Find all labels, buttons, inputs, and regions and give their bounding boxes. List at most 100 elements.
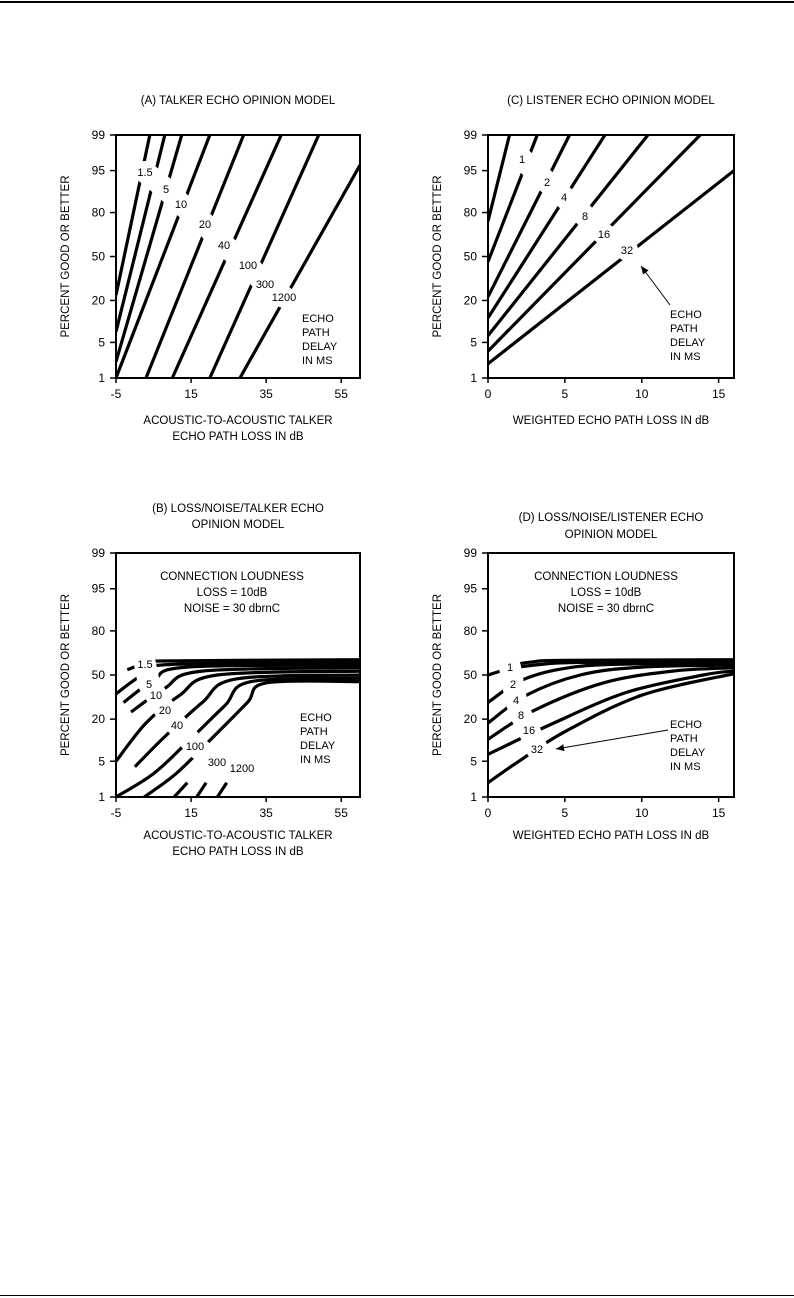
chart-c-ytick-label: 99 [464,128,478,142]
chart-a-curve-1200 [238,164,360,378]
chart-a-label-gap [134,161,295,308]
chart-c-ytick-label: 80 [464,206,478,220]
chart-b-curve-1200 [143,679,360,797]
chart-a-ytick-label: 80 [92,206,106,220]
chart-b-delay-label: 300 [208,757,226,769]
chart-c-annotation: ECHO [670,309,702,321]
chart-d-annotation: PATH [670,733,698,745]
chart-b-delay-label: 1.5 [137,659,152,671]
chart-c-delay-label: 1 [519,154,525,166]
chart-c-delay-label: 32 [621,245,633,257]
chart-d-xtick-label: 0 [485,806,492,820]
chart-a-ylabel: PERCENT GOOD OR BETTER [60,175,72,337]
chart-a-annotation: PATH [302,327,330,339]
chart-b-delay-label: 5 [146,679,152,691]
chart-d-delay-label: 1 [507,662,513,674]
chart-d-title-line2: OPINION MODEL [565,529,658,541]
chart-a-ytick-label: 99 [92,128,106,142]
chart-a-curve-10 [116,135,184,363]
chart-b-ytick-label: 50 [92,668,106,682]
chart-a-delay-label: 100 [239,260,257,272]
chart-d-annotation: IN MS [670,761,701,773]
chart-b-ytick-label: 99 [92,546,106,560]
chart-d-ytick-label: 5 [470,754,477,768]
chart-c-delay-label: 16 [598,229,610,241]
chart-b-curve-100 [133,673,360,768]
chart-c-delay-label: 4 [561,192,567,204]
chart-d-title: (D) LOSS/NOISE/LISTENER ECHO [519,512,704,524]
chart-a-ytick-label: 1 [98,371,105,385]
chart-a-curve-300 [208,135,321,378]
chart-b-ytick-label: 1 [98,790,105,804]
chart-c-curve-8 [488,135,607,319]
chart-a-annotation-bg [298,310,346,372]
chart-b-ytick-label: 5 [98,754,105,768]
chart-b: (B) LOSS/NOISE/TALKER ECHO OPINION MODEL 1… [60,503,361,858]
chart-c-label-gap [511,148,638,261]
chart-d-xlabel: WEIGHTED ECHO PATH LOSS IN dB [513,830,710,842]
chart-c-title: (C) LISTENER ECHO OPINION MODEL [507,95,715,107]
chart-d-xtick-label: 15 [712,806,726,820]
chart-c-annotation: DELAY [670,337,706,349]
chart-c-xtick-label: 5 [562,387,569,401]
chart-c-xtick-label: 15 [712,387,726,401]
chart-b-title-line2: OPINION MODEL [192,519,285,531]
chart-a-xtick-label: 35 [259,387,273,401]
chart-a-ytick-label: 95 [92,164,106,178]
chart-d-delay-label: 32 [531,744,543,756]
chart-c-ytick-label: 20 [464,293,478,307]
chart-b-delay-label: 20 [159,705,171,717]
bottom-rule [0,1295,794,1296]
chart-d-ytick-label: 20 [464,712,478,726]
chart-b-curve-5 [116,660,360,696]
chart-b-curve-a [173,781,189,797]
chart-c-ytick-label: 1 [470,371,477,385]
chart-b-ytick-label: 95 [92,582,106,596]
chart-a-delay-label: 40 [218,240,230,252]
chart-b-condition: NOISE = 30 dbrnC [184,603,280,615]
chart-c-curve-64 [488,169,734,366]
chart-a-delay-label: 1.5 [137,167,152,179]
chart-b-delay-label: 40 [171,720,183,732]
chart-a-ytick-label: 5 [98,335,105,349]
chart-a-delay-label: 1200 [272,292,296,304]
chart-a-annotation: ECHO [302,313,334,325]
chart-c-arrow-line [640,265,671,306]
chart-d-ytick-label: 99 [464,546,478,560]
chart-b-ylabel: PERCENT GOOD OR BETTER [60,594,72,756]
chart-b-label-gap [134,653,253,779]
chart-c-ytick-label: 5 [470,335,477,349]
chart-c-curve-16 [488,135,650,337]
chart-a-delay-label: 20 [199,219,211,231]
chart-c-ytick-label: 95 [464,164,478,178]
chart-c-annotation: IN MS [670,351,701,363]
chart-d-delay-label: 2 [510,679,516,691]
chart-a: (A) TALKER ECHO OPINION MODEL15205080959… [60,95,361,443]
chart-d-curve-64 [488,672,734,785]
chart-b-annotation-bg [296,709,344,771]
chart-d-ytick-label: 50 [464,668,478,682]
chart-c-annotation: PATH [670,323,698,335]
chart-b-xtick-label: 15 [184,806,198,820]
chart-b-title: (B) LOSS/NOISE/TALKER ECHO [152,503,324,515]
chart-b-xlabel: ACOUSTIC-TO-ACOUSTIC TALKER [143,830,332,842]
top-rule [0,1,794,3]
chart-a-xtick-label: 55 [335,387,349,401]
chart-a-title: (A) TALKER ECHO OPINION MODEL [141,95,336,107]
chart-b-annotation: PATH [300,726,328,738]
chart-b-delay-label: 100 [186,741,204,753]
chart-d-condition: CONNECTION LOUDNESS [534,571,678,583]
chart-d-xtick-label: 5 [562,806,569,820]
chart-b-xtick-label: -5 [111,806,122,820]
chart-b-delay-label: 10 [150,690,162,702]
chart-a-curve-20 [116,135,212,378]
chart-d-ytick-label: 95 [464,582,478,596]
chart-a-curve-40 [144,135,246,378]
chart-a-delay-label: 5 [163,184,169,196]
chart-d-ytick-label: 1 [470,790,477,804]
chart-b-annotation: IN MS [300,754,331,766]
chart-b-xtick-label: 55 [335,806,349,820]
chart-d-annotation: DELAY [670,747,706,759]
chart-c-delay-label: 2 [544,177,550,189]
chart-c-delay-label: 8 [582,211,588,223]
